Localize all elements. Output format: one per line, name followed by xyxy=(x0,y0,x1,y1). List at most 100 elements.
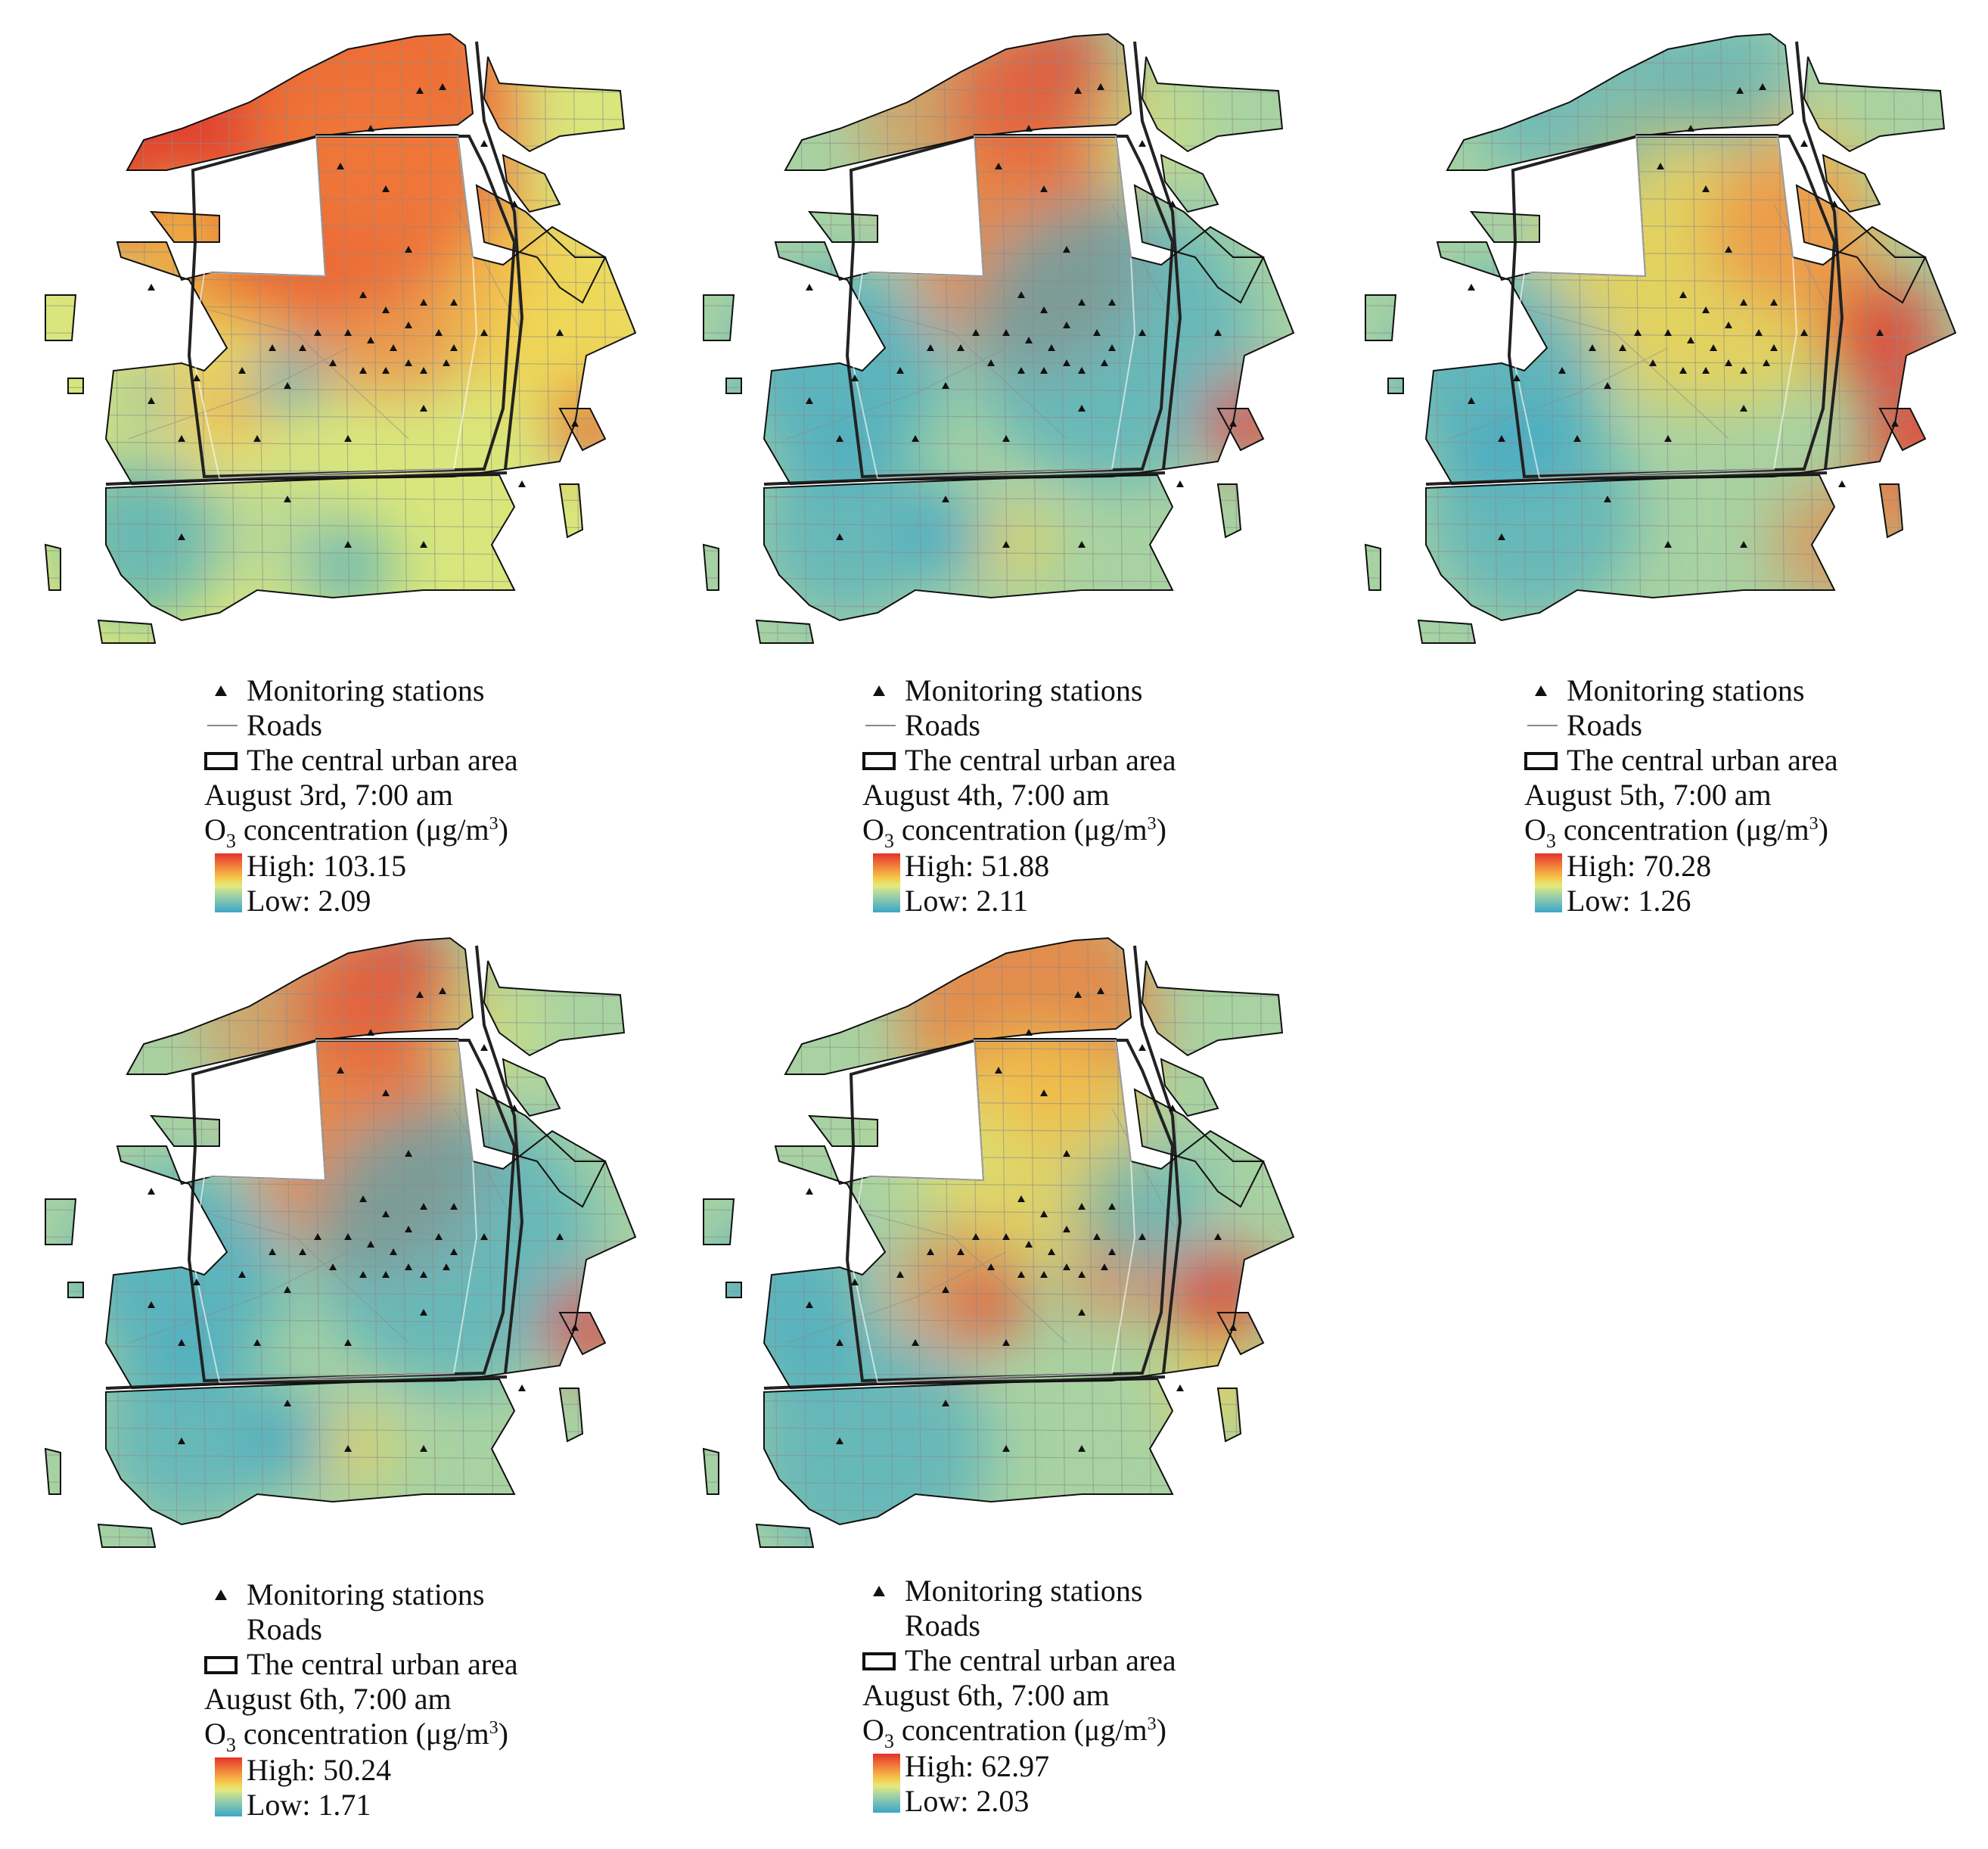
station-marker xyxy=(359,367,367,374)
station-marker xyxy=(1040,1210,1048,1217)
station-marker xyxy=(836,533,843,540)
station-marker xyxy=(148,1188,155,1195)
station-marker xyxy=(178,435,185,442)
station-marker xyxy=(995,163,1002,169)
station-marker xyxy=(439,987,446,994)
legend-area-label: The central urban area xyxy=(1567,743,1838,777)
station-marker xyxy=(390,1248,397,1255)
station-marker xyxy=(806,284,813,291)
station-marker xyxy=(942,1286,949,1293)
road-network xyxy=(1365,37,1955,643)
station-marker xyxy=(1017,1271,1025,1278)
station-marker xyxy=(995,1067,1002,1074)
legend-roads-label: Roads xyxy=(1567,708,1642,742)
station-marker xyxy=(344,541,352,548)
station-marker xyxy=(1664,541,1672,548)
legend-low: Low: 2.11 xyxy=(905,884,1028,918)
station-marker xyxy=(359,291,367,298)
legend-high: High: 50.24 xyxy=(247,1753,392,1787)
station-marker xyxy=(957,1248,964,1255)
legend-stations-label: Monitoring stations xyxy=(247,1577,485,1611)
station-marker xyxy=(1025,1241,1033,1248)
o3-surface xyxy=(1365,34,1955,643)
station-marker xyxy=(1101,359,1108,366)
station-marker xyxy=(178,1339,185,1346)
station-marker xyxy=(1891,420,1899,427)
station-marker xyxy=(382,306,390,313)
station-marker xyxy=(987,1263,995,1270)
station-marker xyxy=(1040,185,1048,192)
color-ramp xyxy=(215,853,242,912)
station-marker xyxy=(1138,1233,1146,1240)
station-triangle-icon xyxy=(873,1586,885,1596)
station-marker xyxy=(382,185,390,192)
station-triangle-icon xyxy=(215,685,227,696)
station-marker xyxy=(405,359,412,366)
station-marker xyxy=(1040,1089,1048,1096)
station-marker xyxy=(193,1279,200,1285)
station-marker xyxy=(1740,299,1747,306)
station-marker xyxy=(1074,87,1082,94)
legend-low: Low: 2.03 xyxy=(905,1784,1030,1818)
station-marker xyxy=(1063,246,1070,253)
station-marker xyxy=(1619,344,1626,351)
station-marker xyxy=(450,1203,458,1210)
station-marker xyxy=(1214,329,1222,336)
station-triangle-icon xyxy=(873,685,885,696)
legend-high: High: 51.88 xyxy=(905,849,1050,883)
legend-high: High: 70.28 xyxy=(1567,849,1712,883)
station-marker xyxy=(443,359,450,366)
station-marker xyxy=(806,397,813,404)
station-triangle-icon xyxy=(215,1590,227,1600)
station-marker xyxy=(178,533,185,540)
station-marker xyxy=(367,1241,374,1248)
map-panel-aug6-first: Monitoring stations Roads The central ur… xyxy=(30,919,681,1827)
color-ramp xyxy=(873,853,900,912)
station-marker xyxy=(518,480,526,487)
station-marker xyxy=(1048,344,1055,351)
station-marker xyxy=(1002,1445,1010,1452)
station-marker xyxy=(1679,291,1687,298)
boundary-rect-icon xyxy=(862,752,896,770)
station-marker xyxy=(1831,200,1838,207)
station-marker xyxy=(435,329,443,336)
station-marker xyxy=(1763,359,1770,366)
monitoring-stations xyxy=(148,83,579,548)
station-marker xyxy=(1025,1029,1033,1036)
station-marker xyxy=(851,1279,859,1285)
road-line-icon xyxy=(207,725,238,726)
station-marker xyxy=(571,420,579,427)
station-marker xyxy=(405,1150,412,1157)
station-marker xyxy=(344,435,352,442)
station-marker xyxy=(238,367,246,374)
station-marker xyxy=(405,1263,412,1270)
station-marker xyxy=(806,1188,813,1195)
o3-map-aug5 xyxy=(1364,33,1957,644)
central-urban-area-boundary xyxy=(191,1039,478,1384)
o3-map-aug3 xyxy=(44,33,637,644)
boundary-rect-icon xyxy=(862,1652,896,1670)
station-marker xyxy=(1025,125,1033,132)
station-marker xyxy=(1002,435,1010,442)
station-marker xyxy=(1740,367,1747,374)
station-marker xyxy=(1138,329,1146,336)
station-marker xyxy=(382,1271,390,1278)
station-marker xyxy=(1017,1195,1025,1202)
station-marker xyxy=(1702,306,1710,313)
station-marker xyxy=(1604,382,1611,389)
o3-map-aug6-second xyxy=(702,937,1295,1548)
station-marker xyxy=(836,1339,843,1346)
station-marker xyxy=(420,541,427,548)
station-marker xyxy=(1649,359,1657,366)
station-marker xyxy=(1108,1203,1116,1210)
monitoring-stations xyxy=(806,83,1237,548)
legend-high: High: 62.97 xyxy=(905,1749,1050,1783)
boundary-rect-icon xyxy=(204,752,238,770)
station-marker xyxy=(1770,344,1778,351)
legend-date: August 4th, 7:00 am xyxy=(862,778,1110,812)
station-marker xyxy=(284,382,291,389)
station-marker xyxy=(1573,435,1581,442)
station-marker xyxy=(367,337,374,343)
station-marker xyxy=(148,397,155,404)
station-marker xyxy=(927,344,934,351)
